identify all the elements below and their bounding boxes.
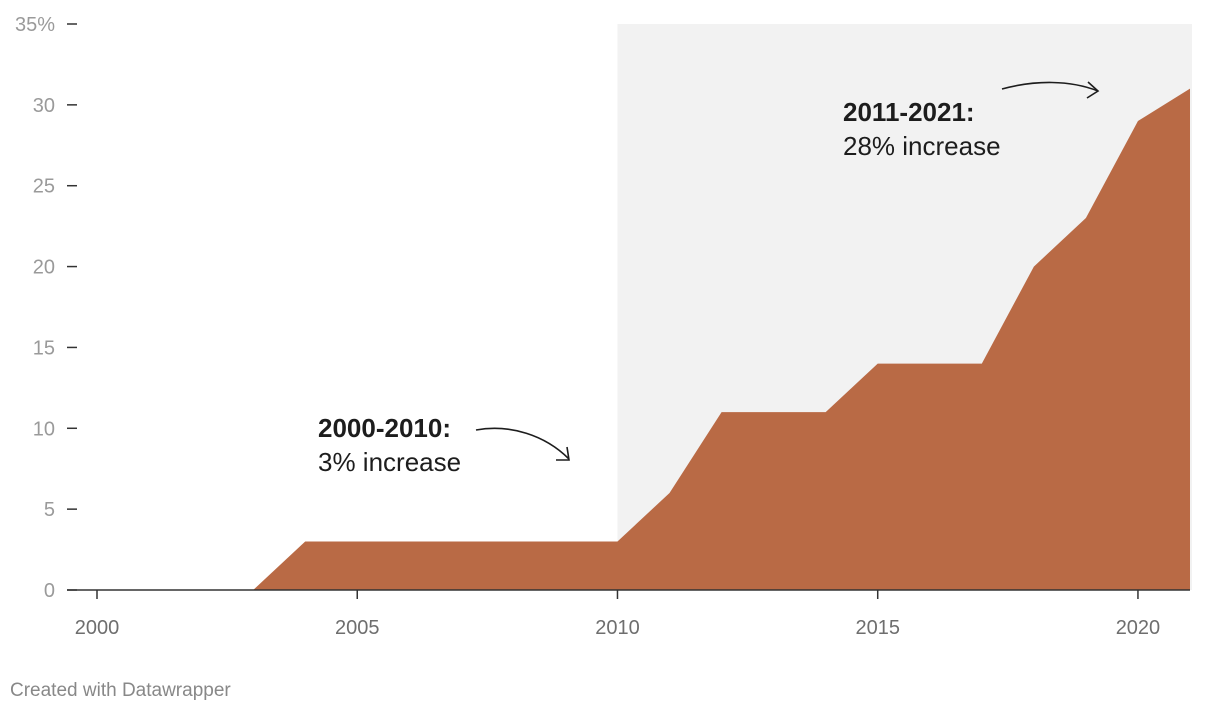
- y-tick-label: 15: [33, 337, 55, 359]
- x-tick-label: 2015: [855, 617, 900, 639]
- annotation-2011-2021-text: 28% increase: [843, 131, 1001, 161]
- annotation-2011-2021-title: 2011-2021:: [843, 97, 975, 127]
- x-tick-label: 2010: [595, 617, 640, 639]
- annotation-arrow-icon: [475, 427, 570, 460]
- x-tick-label: 2020: [1116, 617, 1161, 639]
- annotation-2011-2021: 2011-2021: 28% increase: [843, 81, 1100, 161]
- y-tick-label: 0: [44, 580, 55, 602]
- credit-text: Created with Datawrapper: [10, 680, 231, 701]
- y-tick-label: 35%: [15, 14, 55, 36]
- y-axis: 0 5 10 15 20 25 30 35%: [15, 14, 77, 602]
- y-tick-label: 30: [33, 95, 55, 117]
- arrowhead-icon: [556, 446, 570, 461]
- y-tick-label: 25: [33, 176, 55, 198]
- y-tick-label: 10: [33, 418, 55, 440]
- annotation-arrow-icon: [1001, 81, 1099, 92]
- area-series: [97, 88, 1190, 590]
- annotation-2000-2010-title: 2000-2010:: [318, 413, 451, 443]
- area-chart: 0 5 10 15 20 25 30 35% 2000 2005 2010 2015 2020 200…: [15, 14, 1192, 639]
- annotation-2000-2010-text: 3% increase: [318, 447, 461, 477]
- x-tick-label: 2000: [75, 617, 120, 639]
- annotation-2000-2010: 2000-2010: 3% increase: [318, 413, 570, 477]
- x-tick-label: 2005: [335, 617, 380, 639]
- x-axis: 2000 2005 2010 2015 2020: [75, 590, 1160, 639]
- arrowhead-icon: [1086, 81, 1100, 99]
- y-tick-label: 20: [33, 257, 55, 279]
- y-tick-label: 5: [44, 499, 55, 521]
